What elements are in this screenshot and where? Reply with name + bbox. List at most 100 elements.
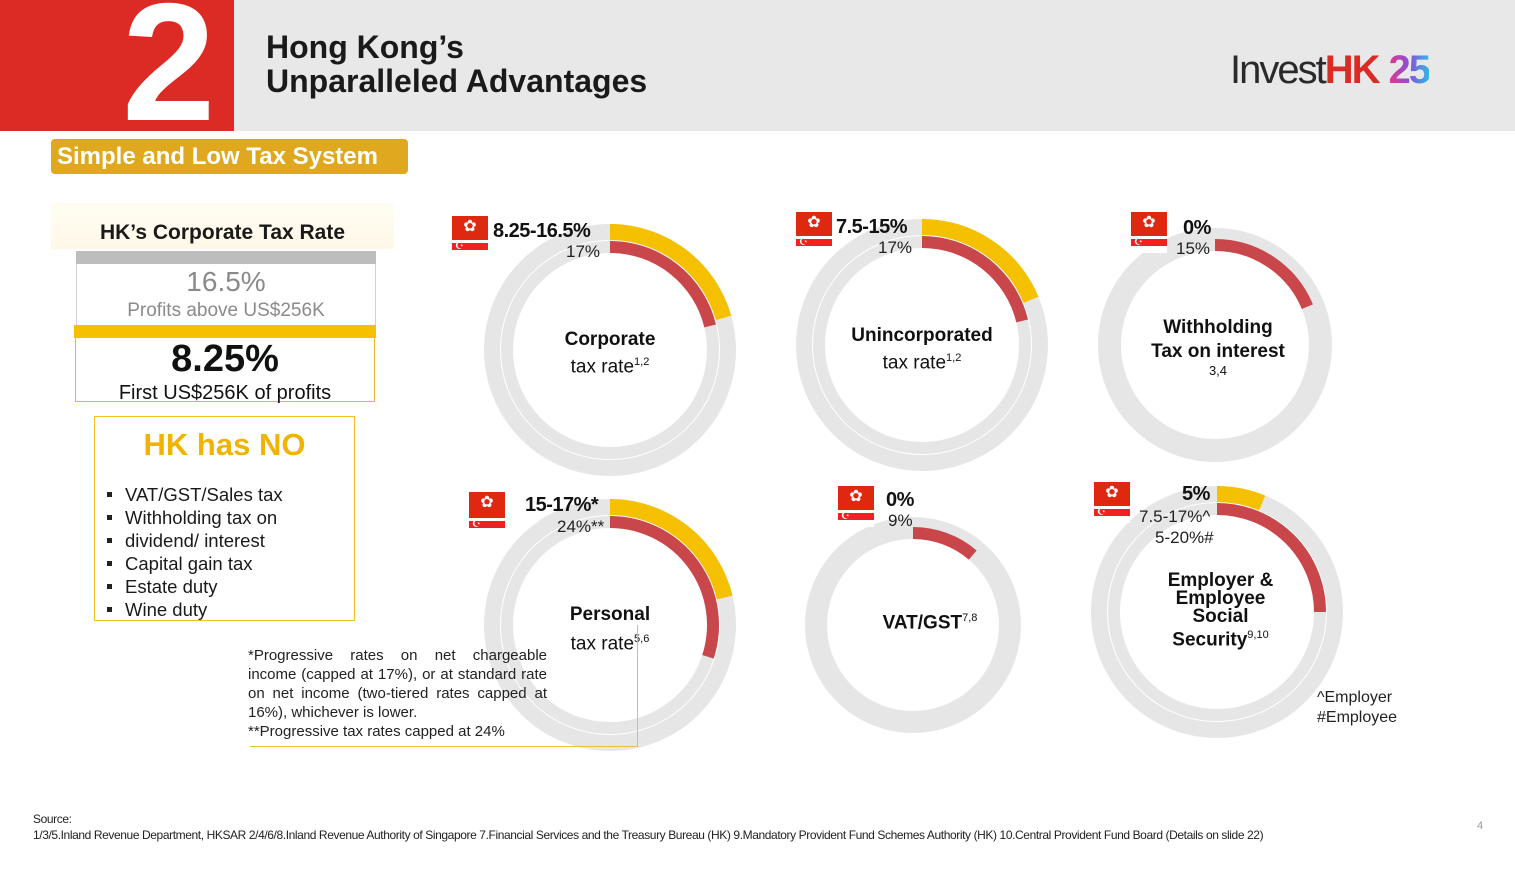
hk-rate-label: 15-17%* [525, 494, 599, 516]
donut-subtitle: tax rate [570, 633, 635, 655]
donut-subtitle: tax rate [570, 356, 635, 378]
hk-flag-icon: ✿ [838, 486, 874, 510]
sg-flag-icon: ☪ [796, 238, 832, 253]
donut-center [1122, 252, 1308, 438]
hk-has-no-box: HK has NO VAT/GST/Sales tax Withholding … [94, 416, 355, 621]
upper-rate-desc: Profits above US$256K [127, 300, 325, 321]
donut-label-personal: Personal tax rate5,6 [530, 603, 690, 656]
donut-arc-hk [609, 224, 732, 321]
page-number: 4 [1477, 820, 1484, 832]
upper-rate-value: 16.5% [186, 266, 266, 297]
donut-title-3: Social [1192, 606, 1249, 627]
hk-flag-icon: ✿ [452, 216, 488, 240]
lower-rate-box: 8.25% First US$256K of profits [75, 338, 375, 404]
hk-flag-icon: ✿ [796, 212, 832, 236]
page-title-line1: Hong Kong’s [266, 29, 464, 65]
footnote-text-2: **Progressive tax rates capped at 24% [248, 723, 505, 740]
donut-track-outer [805, 517, 1021, 733]
donut-title-4: Security [1172, 629, 1248, 651]
footnote-divider-vertical [637, 625, 638, 747]
donut-label-unincorporated: Unincorporated tax rate1,2 [832, 325, 1012, 374]
page-title-line2: Unparalleled Advantages [266, 63, 648, 99]
flag-pair-social-security: ✿ ☪ [1094, 482, 1130, 523]
donut-title: Employer & [1167, 570, 1274, 591]
donut-label-social-security: Employer & Employee Social Security9,10 [1138, 570, 1303, 651]
donut-center [514, 254, 706, 446]
legend-employee: #Employee [1317, 709, 1398, 726]
donut-title: Personal [569, 604, 651, 625]
sg-flag-icon: ☪ [1094, 508, 1130, 523]
donut-arc-sg [921, 236, 1028, 323]
sg-rate-label-2: 5-20%# [1155, 528, 1214, 547]
source-label: Source: [33, 812, 72, 826]
sg-flag-icon: ☪ [838, 512, 874, 527]
list-item: Capital gain tax [105, 552, 283, 575]
donut-arc-sg [1214, 239, 1313, 310]
donut-title: Corporate [564, 329, 656, 350]
section-number-block: 2 [0, 0, 234, 131]
sg-rate-label: 17% [566, 242, 601, 261]
donut-arc-sg [609, 241, 716, 328]
list-item: VAT/GST/Sales tax [105, 483, 283, 506]
personal-tax-footnote: *Progressive rates on net chargeable inc… [248, 646, 547, 741]
donut-center [1121, 516, 1313, 708]
sg-flag-icon: ☪ [452, 242, 488, 257]
logo-25: 25 [1388, 48, 1431, 92]
donut-arc-sg [912, 527, 977, 560]
flag-pair-vat: ✿ ☪ [838, 486, 874, 527]
hk-rate-label: 5% [1182, 483, 1210, 505]
donut-ref: 1,2 [946, 352, 962, 364]
lower-rate-desc: First US$256K of profits [118, 382, 332, 404]
section-number: 2 [122, 0, 215, 131]
upper-rate-bar [76, 251, 376, 264]
hk-has-no-list: VAT/GST/Sales tax Withholding tax on div… [105, 483, 283, 621]
donut-subtitle: Tax on interest [1151, 341, 1285, 362]
sg-flag-icon: ☪ [1131, 238, 1167, 253]
sg-flag-icon: ☪ [469, 520, 505, 535]
donut-arc-sg [609, 516, 719, 659]
upper-rate-box: 16.5% Profits above US$256K [76, 264, 376, 325]
section-label: Simple and Low Tax System [51, 139, 408, 174]
hk-has-no-title: HK has NO [143, 427, 306, 462]
footnote-text: *Progressive rates on net chargeable inc… [248, 647, 547, 721]
header-bar [0, 0, 1515, 131]
source-notes: Source: 1/3/5.Inland Revenue Department,… [33, 811, 1264, 843]
donut-arc-sg [1216, 503, 1326, 613]
donut-title: VAT/GST [882, 612, 963, 634]
social-security-legend: ^Employer #Employee [1317, 688, 1397, 728]
list-item-continuation: dividend/ interest [105, 529, 283, 552]
source-text: 1/3/5.Inland Revenue Department, HKSAR 2… [33, 828, 1264, 842]
flag-pair-unincorporated: ✿ ☪ [796, 212, 832, 253]
donut-title: Unincorporated [851, 325, 993, 346]
sg-rate-label: 7.5-17%^ [1139, 507, 1211, 526]
donut-ref: 3,4 [1208, 363, 1228, 378]
donut-title: Withholding [1163, 317, 1273, 338]
hk-rate-label: 0% [886, 489, 914, 511]
logo-hk: HK [1324, 48, 1381, 92]
donut-center [828, 540, 998, 710]
hk-flag-icon: ✿ [469, 492, 505, 518]
logo-invest: Invest [1230, 48, 1327, 92]
donut-ref: 7,8 [962, 612, 978, 624]
hk-flag-icon: ✿ [1094, 482, 1130, 506]
lower-rate-bar [74, 325, 376, 338]
hk-rate-label: 8.25-16.5% [493, 220, 591, 242]
hk-rate-label: 7.5-15% [836, 216, 908, 238]
list-item: Estate duty [105, 575, 283, 598]
donut-center [514, 529, 706, 721]
donut-label-withholding: Withholding Tax on interest 3,4 [1128, 316, 1308, 377]
hk-flag-icon: ✿ [1131, 212, 1167, 236]
investhk-logo: Invest HK 25 [1230, 48, 1431, 92]
page-title: Hong Kong’s Unparalleled Advantages [266, 30, 647, 98]
donut-track-outer [1098, 228, 1332, 462]
sg-rate-label: 17% [878, 238, 913, 257]
list-item: Withholding tax on [105, 506, 283, 529]
donut-title-2: Employee [1175, 588, 1266, 609]
flag-pair-withholding: ✿ ☪ [1131, 212, 1167, 253]
donut-label-corporate: Corporate tax rate1,2 [530, 329, 690, 378]
donut-arc-hk [921, 219, 1039, 304]
footnote-divider-horizontal [250, 746, 638, 747]
donut-arc-hk [609, 499, 733, 600]
donut-ref: 9,10 [1247, 629, 1269, 641]
